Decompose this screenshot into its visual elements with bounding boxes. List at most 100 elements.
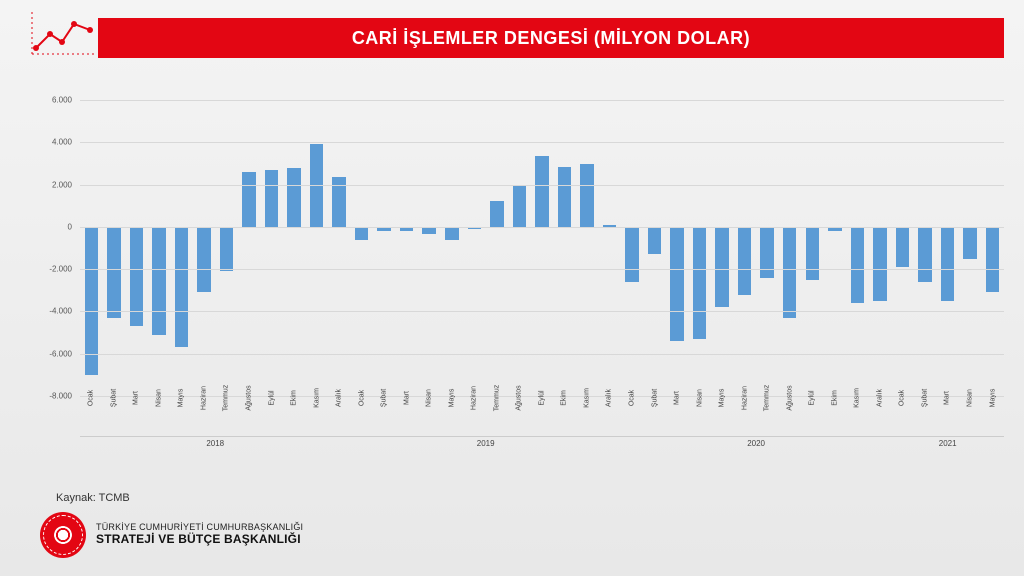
- bar-slot: [283, 100, 306, 396]
- x-month-label: Kasım: [846, 396, 869, 436]
- bar: [941, 227, 955, 301]
- bar: [715, 227, 729, 307]
- bar: [85, 227, 99, 375]
- bar: [490, 201, 504, 226]
- source-line: Kaynak: TCMB: [56, 492, 130, 504]
- bar-slot: [711, 100, 734, 396]
- bar-slot: [778, 100, 801, 396]
- gridline: [80, 227, 1004, 228]
- bar-slot: [598, 100, 621, 396]
- x-month-label: Şubat: [103, 396, 126, 436]
- bar: [220, 227, 234, 271]
- bar-slot: [80, 100, 103, 396]
- x-month-label: Haziran: [463, 396, 486, 436]
- bar-slot: [373, 100, 396, 396]
- bar: [197, 227, 211, 293]
- bar-slot: [103, 100, 126, 396]
- x-month-label: Ocak: [80, 396, 103, 436]
- y-axis: -8.000-6.000-4.000-2.00002.0004.0006.000: [40, 100, 76, 396]
- bar-slot: [733, 100, 756, 396]
- x-axis-years: 2018201920202021: [80, 436, 1004, 450]
- title-banner: CARİ İŞLEMLER DENGESİ (MİLYON DOLAR): [98, 18, 1004, 58]
- bar-slot: [395, 100, 418, 396]
- bar: [851, 227, 865, 303]
- bar-slot: [531, 100, 554, 396]
- y-tick-label: 6.000: [40, 96, 72, 105]
- bar-slot: [418, 100, 441, 396]
- x-month-label: Eylül: [531, 396, 554, 436]
- bar-slot: [238, 100, 261, 396]
- bar-slot: [576, 100, 599, 396]
- y-tick-label: 0: [40, 222, 72, 231]
- bar-slot: [553, 100, 576, 396]
- x-month-label: Ağustos: [238, 396, 261, 436]
- bar: [648, 227, 662, 254]
- x-month-label: Mart: [125, 396, 148, 436]
- bar: [265, 170, 279, 227]
- x-month-label: Haziran: [193, 396, 216, 436]
- x-month-label: Ekim: [824, 396, 847, 436]
- x-month-label: Temmuz: [756, 396, 779, 436]
- y-tick-label: -6.000: [40, 349, 72, 358]
- x-month-label: Ağustos: [508, 396, 531, 436]
- bar-slot: [914, 100, 937, 396]
- bar-slot: [643, 100, 666, 396]
- x-month-label: Mayıs: [981, 396, 1004, 436]
- x-month-label: Mayıs: [711, 396, 734, 436]
- x-month-label: Şubat: [643, 396, 666, 436]
- gridline: [80, 354, 1004, 355]
- bar: [693, 227, 707, 339]
- plot-area: [80, 100, 1004, 396]
- bar-slot: [463, 100, 486, 396]
- x-month-label: Ağustos: [778, 396, 801, 436]
- bar: [513, 185, 527, 227]
- bar-slot: [441, 100, 464, 396]
- x-month-label: Aralık: [869, 396, 892, 436]
- bar-slot: [688, 100, 711, 396]
- bar-slot: [125, 100, 148, 396]
- x-month-label: Mart: [936, 396, 959, 436]
- bar: [783, 227, 797, 318]
- y-tick-label: -8.000: [40, 392, 72, 401]
- x-month-label: Kasım: [305, 396, 328, 436]
- bar: [806, 227, 820, 280]
- bar: [558, 167, 572, 227]
- x-month-label: Şubat: [373, 396, 396, 436]
- footer-org-line2: STRATEJİ VE BÜTÇE BAŞKANLIĞI: [96, 533, 303, 546]
- bar: [175, 227, 189, 348]
- bar-slot: [981, 100, 1004, 396]
- bar: [422, 227, 436, 234]
- x-month-label: Nisan: [959, 396, 982, 436]
- bar-slot: [621, 100, 644, 396]
- bar: [738, 227, 752, 295]
- source-label: Kaynak:: [56, 492, 96, 504]
- bar: [310, 144, 324, 226]
- x-month-label: Aralık: [328, 396, 351, 436]
- bar-slot: [824, 100, 847, 396]
- bar-slot: [328, 100, 351, 396]
- gridline: [80, 100, 1004, 101]
- bar-slot: [846, 100, 869, 396]
- bar-slot: [891, 100, 914, 396]
- bar-slot: [305, 100, 328, 396]
- bar: [986, 227, 1000, 293]
- source-value: TCMB: [99, 492, 130, 504]
- chart-line-icon: [28, 8, 98, 58]
- x-axis-months: OcakŞubatMartNisanMayısHaziranTemmuzAğus…: [80, 396, 1004, 436]
- bar: [625, 227, 639, 282]
- bar-slot: [148, 100, 171, 396]
- gridline: [80, 269, 1004, 270]
- x-month-label: Eylül: [260, 396, 283, 436]
- y-tick-label: -4.000: [40, 307, 72, 316]
- bar: [963, 227, 977, 259]
- bar: [152, 227, 166, 335]
- x-month-label: Aralık: [598, 396, 621, 436]
- bar: [107, 227, 121, 318]
- x-month-label: Ekim: [283, 396, 306, 436]
- x-month-label: Mayıs: [170, 396, 193, 436]
- x-month-label: Temmuz: [215, 396, 238, 436]
- y-tick-label: 2.000: [40, 180, 72, 189]
- x-year-label: 2018: [80, 436, 350, 450]
- bar-slot: [193, 100, 216, 396]
- bar-slot: [170, 100, 193, 396]
